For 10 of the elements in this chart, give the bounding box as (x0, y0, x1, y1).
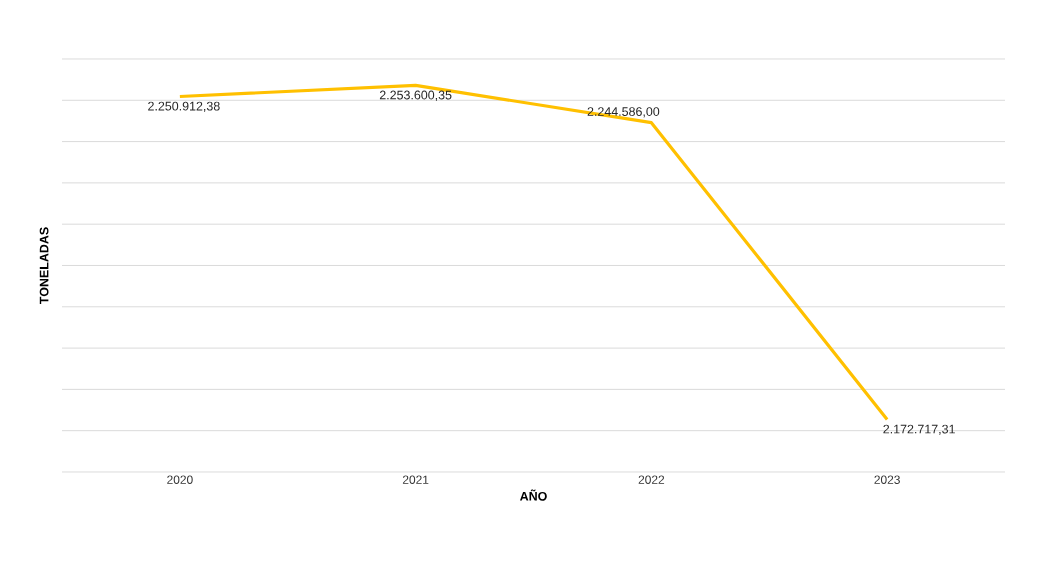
data-label: 2.253.600,35 (379, 90, 452, 101)
x-tick-label: 2020 (167, 475, 193, 484)
data-label: 2.250.912,38 (148, 101, 220, 112)
x-tick-label: 2022 (638, 475, 665, 484)
x-tick-label: 2023 (874, 475, 900, 484)
y-axis-title: TONELADAS (39, 227, 49, 304)
data-label: 2.244.586,00 (587, 107, 660, 118)
data-label: 2.172.717,31 (883, 424, 955, 435)
x-tick-label: 2021 (402, 475, 429, 484)
x-axis-title: AÑO (519, 489, 547, 501)
